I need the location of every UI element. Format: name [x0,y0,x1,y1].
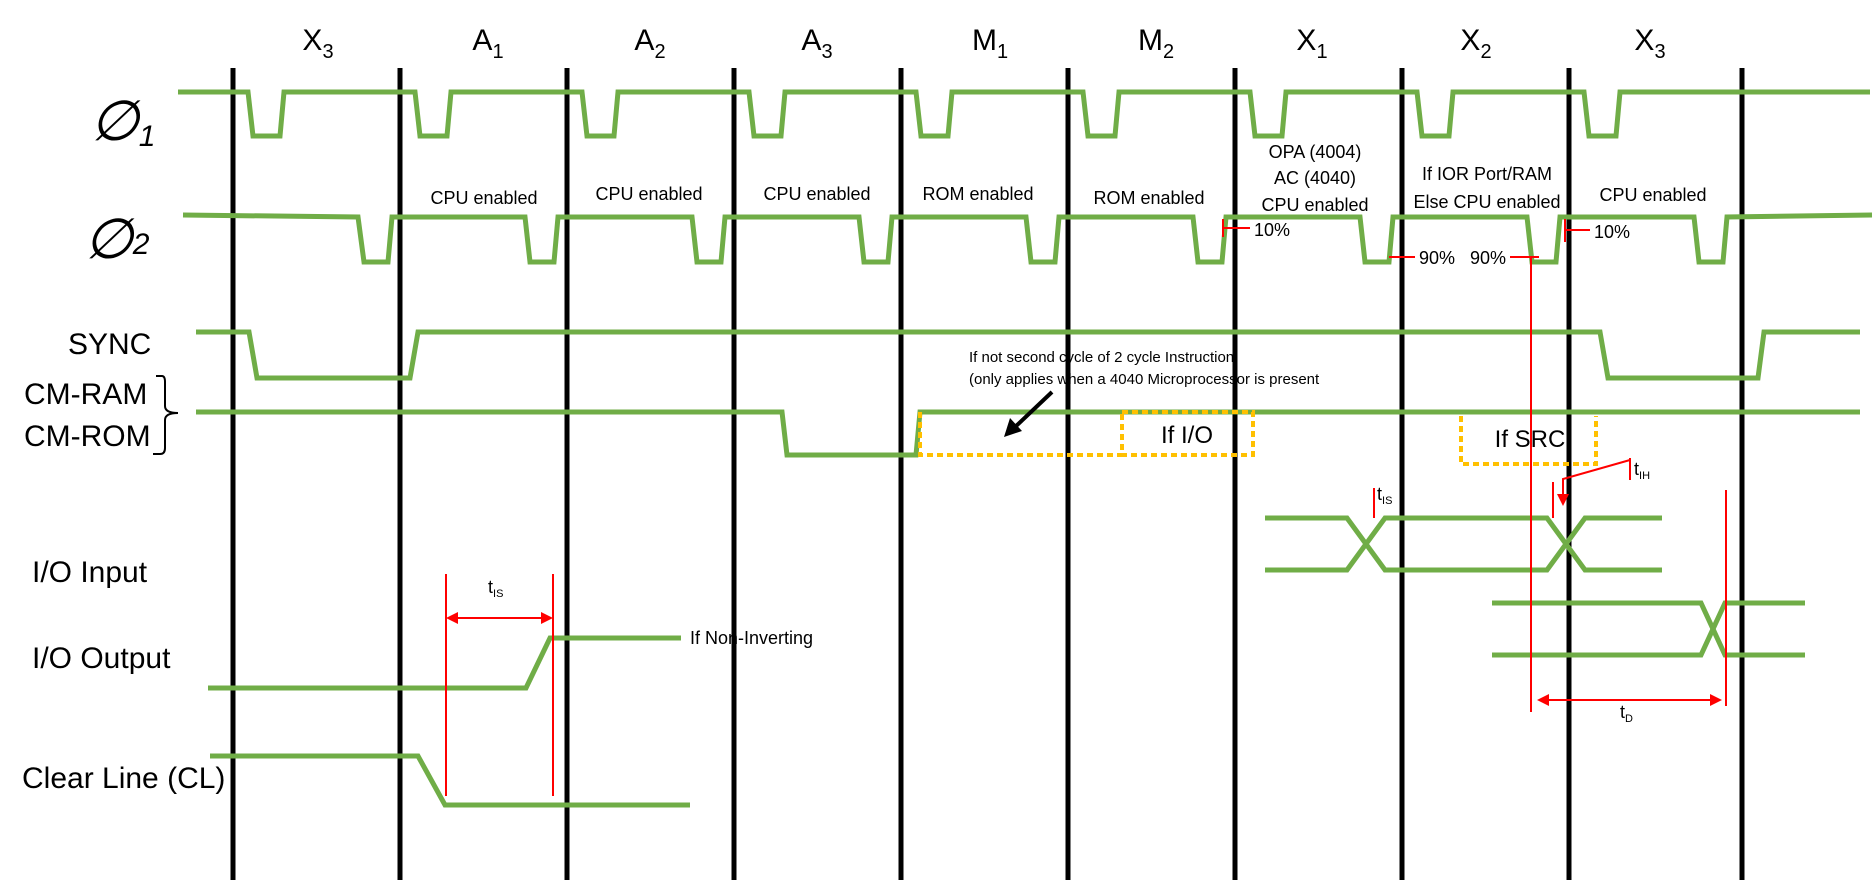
phi2-label: ∅2 [84,207,150,270]
percent-label: 90% [1419,248,1455,268]
timing-labels: tIS tIS tIH tD [488,459,1650,725]
percent-label: 10% [1254,220,1290,240]
arrowhead [541,612,553,624]
if-io-label: If I/O [1161,422,1213,449]
arrowhead [1537,694,1549,706]
cycle-label: X3 [1634,24,1665,63]
phase-note: AC (4040) [1274,168,1356,188]
arrowhead [1004,418,1022,437]
notes: If not second cycle of 2 cycle Instructi… [690,349,1565,648]
phase-note: CPU enabled [1261,195,1368,215]
phi2-waveform [182,212,1873,265]
cycle-boundaries [230,68,1745,880]
tis-left-label: tIS [488,577,503,600]
cycle-label: M2 [1138,24,1174,63]
cycle-labels: X3 A1 A2 A3 M1 M2 X1 X2 X3 [302,24,1665,63]
phase-notes: CPU enabled CPU enabled CPU enabled ROM … [430,142,1706,215]
io-input-waveform-bottom2 [1467,515,1662,573]
dotted-boxes [918,410,1598,466]
cm-brace [153,375,179,455]
cycle-label: M1 [972,24,1008,63]
phi1-label: ∅1 [90,89,155,153]
timing-markers [445,219,1727,796]
phase-note: If IOR Port/RAM [1422,164,1552,184]
sync-waveform [196,329,1860,381]
arrowhead [1557,494,1569,506]
cycle-label: A2 [634,24,665,63]
io-output-waveform-bottom [1492,600,1805,658]
cm-waveform [196,409,1860,458]
cycle-label: X3 [302,24,333,63]
cycle-label: A3 [801,24,832,63]
second-cycle-note: (only applies when a 4040 Microprocessor… [969,371,1320,388]
arrowhead [446,612,458,624]
td-label: tD [1620,702,1633,725]
io-output-label: I/O Output [32,642,171,675]
phase-note: Else CPU enabled [1413,192,1560,212]
phi1-waveform [178,89,1870,139]
sync-label: SYNC [68,328,151,361]
if-io-box [1120,410,1255,457]
tih-arrow [1562,459,1631,498]
signal-labels: ∅1 ∅2 SYNC CM-RAM CM-ROM I/O Input I/O O… [22,89,225,795]
clear-line-label: Clear Line (CL) [22,762,225,795]
phase-note: ROM enabled [1093,188,1204,208]
cycle-label: X2 [1460,24,1491,63]
clear-line-waveform [210,753,690,808]
io-output-waveform-top [1492,600,1805,658]
cm-rom-label: CM-ROM [24,420,151,453]
phase-note: CPU enabled [595,184,702,204]
if-src-label: If SRC [1495,426,1566,453]
arrowhead [1710,694,1722,706]
phase-note: CPU enabled [430,188,537,208]
cycle-label: A1 [472,24,503,63]
phase-note: CPU enabled [1599,185,1706,205]
percent-label: 90% [1470,248,1506,268]
second-cycle-arrow [1012,390,1054,430]
second-cycle-note: If not second cycle of 2 cycle Instructi… [969,349,1234,366]
io-input-label: I/O Input [32,556,148,589]
phase-note: CPU enabled [763,184,870,204]
if-src-box [1459,416,1598,466]
cycle-label: X1 [1296,24,1327,63]
non-inverting-label: If Non-Inverting [690,628,813,648]
phase-note: OPA (4004) [1269,142,1362,162]
percent-label: 10% [1594,222,1630,242]
io-input-waveform-bottom [1265,515,1662,573]
percent-labels: 10% 90% 90% 10% [1254,220,1630,268]
tih-label: tIH [1634,459,1650,482]
tis-right-label: tIS [1377,484,1392,507]
io-output-waveform [208,635,681,691]
cm-ram-label: CM-RAM [24,378,147,411]
waveforms [178,89,1873,808]
if-not-second-cycle-box [918,412,1122,457]
phase-note: ROM enabled [922,184,1033,204]
